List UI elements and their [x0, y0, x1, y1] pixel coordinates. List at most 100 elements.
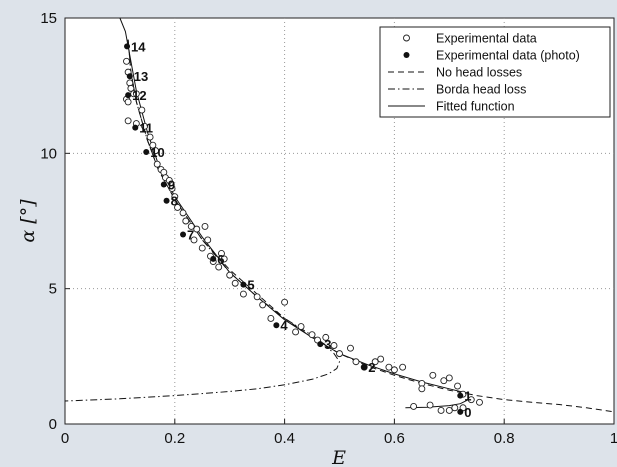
photo-point-label: 10: [150, 145, 164, 160]
photo-point-label: 7: [187, 228, 194, 243]
y-tick-label: 15: [40, 10, 57, 27]
experimental-data-point: [126, 79, 134, 87]
photo-data-point: [124, 43, 131, 50]
experimental-data-point: [437, 407, 445, 414]
experimental-data-point: [476, 398, 483, 406]
experimental-data-point: [377, 355, 385, 363]
experimental-data-point: [152, 147, 160, 155]
photo-point-label: 2: [368, 360, 375, 375]
experimental-data-point: [352, 358, 360, 366]
legend-label: Experimental data (photo): [436, 49, 580, 63]
experimental-data-point: [132, 90, 140, 98]
experimental-data-point: [390, 366, 398, 374]
experimental-data-point: [187, 222, 195, 230]
experimental-data-point: [124, 117, 132, 125]
photo-point-label: 6: [217, 252, 224, 267]
photo-data-point: [273, 322, 280, 329]
experimental-data-point: [141, 122, 149, 130]
photo-data-point: [457, 408, 464, 415]
legend-label: No head losses: [436, 66, 522, 80]
x-tick-label: 0.4: [274, 430, 295, 447]
experimental-data-point: [190, 236, 198, 244]
experimental-data-point: [123, 57, 130, 65]
experimental-data-point: [308, 331, 316, 339]
photo-point-label: 8: [171, 194, 178, 209]
experimental-data-point: [138, 106, 146, 114]
experimental-data-point: [259, 301, 267, 309]
experimental-data-point: [220, 255, 228, 263]
experimental-data-point: [198, 244, 206, 252]
legend: Experimental data Experimental data (phot…: [379, 26, 611, 118]
experimental-data-point: [193, 225, 201, 233]
photo-data-point: [160, 181, 167, 188]
experimental-data-point: [215, 263, 223, 271]
experimental-data-point: [146, 133, 154, 141]
y-axis-title: α [°]: [17, 199, 39, 243]
experimental-data-point: [149, 141, 157, 149]
experimental-data-point: [418, 385, 426, 393]
photo-data-point: [240, 281, 247, 288]
experimental-data-point: [292, 328, 300, 336]
photo-data-point: [180, 231, 187, 238]
photo-data-point: [143, 148, 150, 155]
experimental-data-point: [440, 377, 448, 385]
experimental-data-point: [124, 98, 132, 106]
photo-data-point: [361, 364, 368, 371]
experimental-data-point: [253, 293, 261, 301]
photo-point-label: 12: [132, 88, 146, 103]
photo-point-label: 9: [168, 177, 175, 192]
legend-label: Experimental data: [436, 32, 537, 46]
experimental-data-point: [399, 363, 407, 371]
photo-point-label: 5: [247, 278, 254, 293]
experimental-data-point: [267, 314, 275, 322]
legend-label: Fitted function: [436, 100, 515, 114]
legend-filled-circle-icon: [403, 52, 410, 58]
photo-point-label: 0: [464, 405, 471, 420]
experimental-data-point: [165, 176, 173, 184]
experimental-data-point: [451, 404, 459, 412]
experimental-data-point: [239, 290, 247, 298]
experimental-data-point: [231, 279, 239, 287]
experimental-data-point: [336, 350, 343, 358]
experimental-data-point: [445, 374, 453, 382]
experimental-data-point: [330, 342, 338, 349]
experimental-data-point: [226, 271, 234, 279]
experimental-data-point: [347, 344, 354, 352]
x-tick-label: 0.6: [384, 430, 405, 447]
experimental-data-point: [454, 382, 461, 390]
photo-data-point: [126, 73, 133, 80]
experimental-data-point: [127, 84, 135, 92]
y-tick-label: 0: [49, 416, 57, 433]
photo-point-label: 14: [131, 39, 146, 54]
experimental-data-point: [322, 333, 330, 341]
photo-point-label: 11: [139, 121, 153, 136]
experimental-data-point: [174, 204, 181, 211]
photo-data-point: [132, 124, 139, 131]
experimental-data-point: [201, 222, 209, 230]
experimental-data-point: [297, 323, 305, 331]
photo-data-point: [457, 392, 464, 399]
experimental-data-point: [168, 185, 176, 192]
x-tick-label: 0.8: [494, 430, 515, 447]
photo-data-point: [163, 197, 170, 204]
y-tick-label: 10: [40, 145, 57, 162]
y-tick-label: 5: [49, 281, 57, 298]
photo-data-point: [125, 92, 132, 99]
x-tick-label: 0.2: [164, 430, 185, 447]
x-axis-title: E: [331, 447, 346, 467]
photo-point-label: 13: [134, 69, 148, 84]
x-tick-label: 1: [610, 430, 617, 447]
experimental-data-point: [218, 250, 225, 257]
legend-open-circle-icon: [403, 34, 410, 42]
x-tick-label: 0: [61, 430, 69, 447]
experimental-data-point: [153, 160, 161, 168]
experimental-data-point: [204, 236, 212, 244]
experimental-data-point: [445, 407, 453, 414]
experimental-data-point: [371, 358, 379, 366]
photo-data-point: [317, 341, 324, 348]
legend-label: Borda head loss: [436, 83, 526, 97]
photo-point-label: 1: [464, 389, 471, 404]
